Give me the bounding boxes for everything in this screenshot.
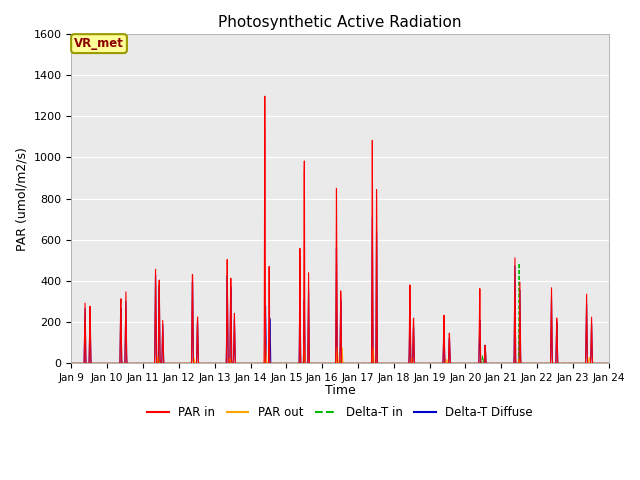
PAR out [68, 360, 76, 366]
Delta-T in [218, 360, 225, 366]
Line: Delta-T in: Delta-T in [72, 263, 609, 363]
PAR in [356, 360, 364, 366]
PAR in [261, 93, 269, 99]
Line: Delta-T Diffuse: Delta-T Diffuse [72, 217, 609, 363]
Line: PAR in: PAR in [72, 96, 609, 363]
PAR in [367, 360, 375, 366]
PAR in [557, 360, 565, 366]
Delta-T Diffuse [68, 360, 76, 366]
PAR out [573, 360, 580, 366]
Delta-T Diffuse [367, 360, 375, 366]
PAR in [497, 360, 504, 366]
Y-axis label: PAR (umol/m2/s): PAR (umol/m2/s) [15, 147, 28, 251]
PAR out [218, 360, 225, 366]
Delta-T in [68, 360, 76, 366]
PAR in [68, 360, 76, 366]
Delta-T Diffuse [557, 360, 565, 366]
Line: PAR out: PAR out [72, 343, 609, 363]
PAR in [573, 360, 580, 366]
Delta-T in [496, 360, 504, 366]
Delta-T Diffuse [369, 214, 376, 220]
Delta-T in [515, 260, 523, 266]
PAR in [218, 360, 225, 366]
X-axis label: Time: Time [324, 384, 355, 397]
PAR out [301, 340, 308, 346]
Delta-T in [367, 360, 375, 366]
Delta-T in [356, 360, 364, 366]
PAR out [557, 360, 565, 366]
Text: VR_met: VR_met [74, 37, 124, 50]
Delta-T Diffuse [497, 360, 504, 366]
PAR out [367, 360, 375, 366]
Delta-T in [557, 360, 565, 366]
PAR out [497, 360, 504, 366]
PAR in [605, 360, 612, 366]
Legend: PAR in, PAR out, Delta-T in, Delta-T Diffuse: PAR in, PAR out, Delta-T in, Delta-T Dif… [143, 401, 538, 423]
Title: Photosynthetic Active Radiation: Photosynthetic Active Radiation [218, 15, 462, 30]
Delta-T in [573, 360, 580, 366]
PAR out [356, 360, 364, 366]
PAR out [605, 360, 612, 366]
Delta-T in [605, 360, 612, 366]
Delta-T Diffuse [218, 360, 225, 366]
Delta-T Diffuse [573, 360, 580, 366]
Delta-T Diffuse [605, 360, 612, 366]
Delta-T Diffuse [356, 360, 364, 366]
